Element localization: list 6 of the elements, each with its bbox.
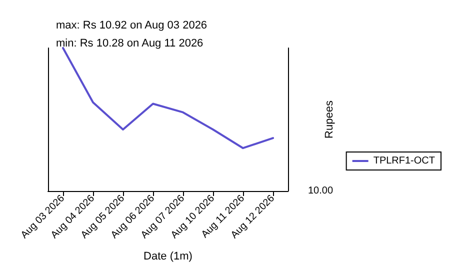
annotation: min: Rs 10.28 on Aug 11 2026 — [56, 38, 204, 50]
y-axis-title: Rupees — [324, 100, 336, 138]
legend-label: TPLRF1-OCT — [373, 156, 435, 166]
text: 10.00 — [308, 186, 334, 196]
text: max: Rs 10.92 on Aug 03 2026 — [56, 20, 208, 32]
x-axis-title: Date (1m) — [144, 250, 192, 262]
